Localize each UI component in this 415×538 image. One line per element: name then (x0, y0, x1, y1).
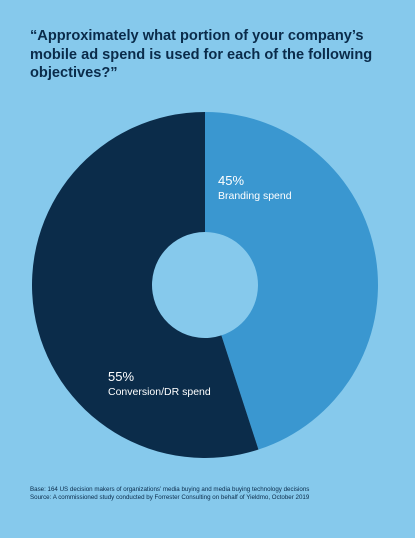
slice-name-branding: Branding spend (218, 190, 292, 202)
chart-title: “Approximately what portion of your comp… (30, 28, 373, 81)
footnote-source: Source: A commissioned study conducted b… (30, 494, 310, 501)
slice-label-conversion: 55% Conversion/DR spend (108, 369, 211, 399)
footnote-base: Base: 164 US decision makers of organiza… (30, 486, 310, 493)
footnote: Base: 164 US decision makers of organiza… (30, 486, 400, 502)
slice-conversion (31, 112, 259, 459)
slice-value-branding: 45% (218, 173, 245, 188)
slice-value-conversion: 55% (108, 369, 135, 384)
slice-label-branding: 45% Branding spend (218, 173, 292, 203)
slice-branding (205, 112, 378, 450)
slice-name-conversion: Conversion/DR spend (108, 386, 211, 398)
